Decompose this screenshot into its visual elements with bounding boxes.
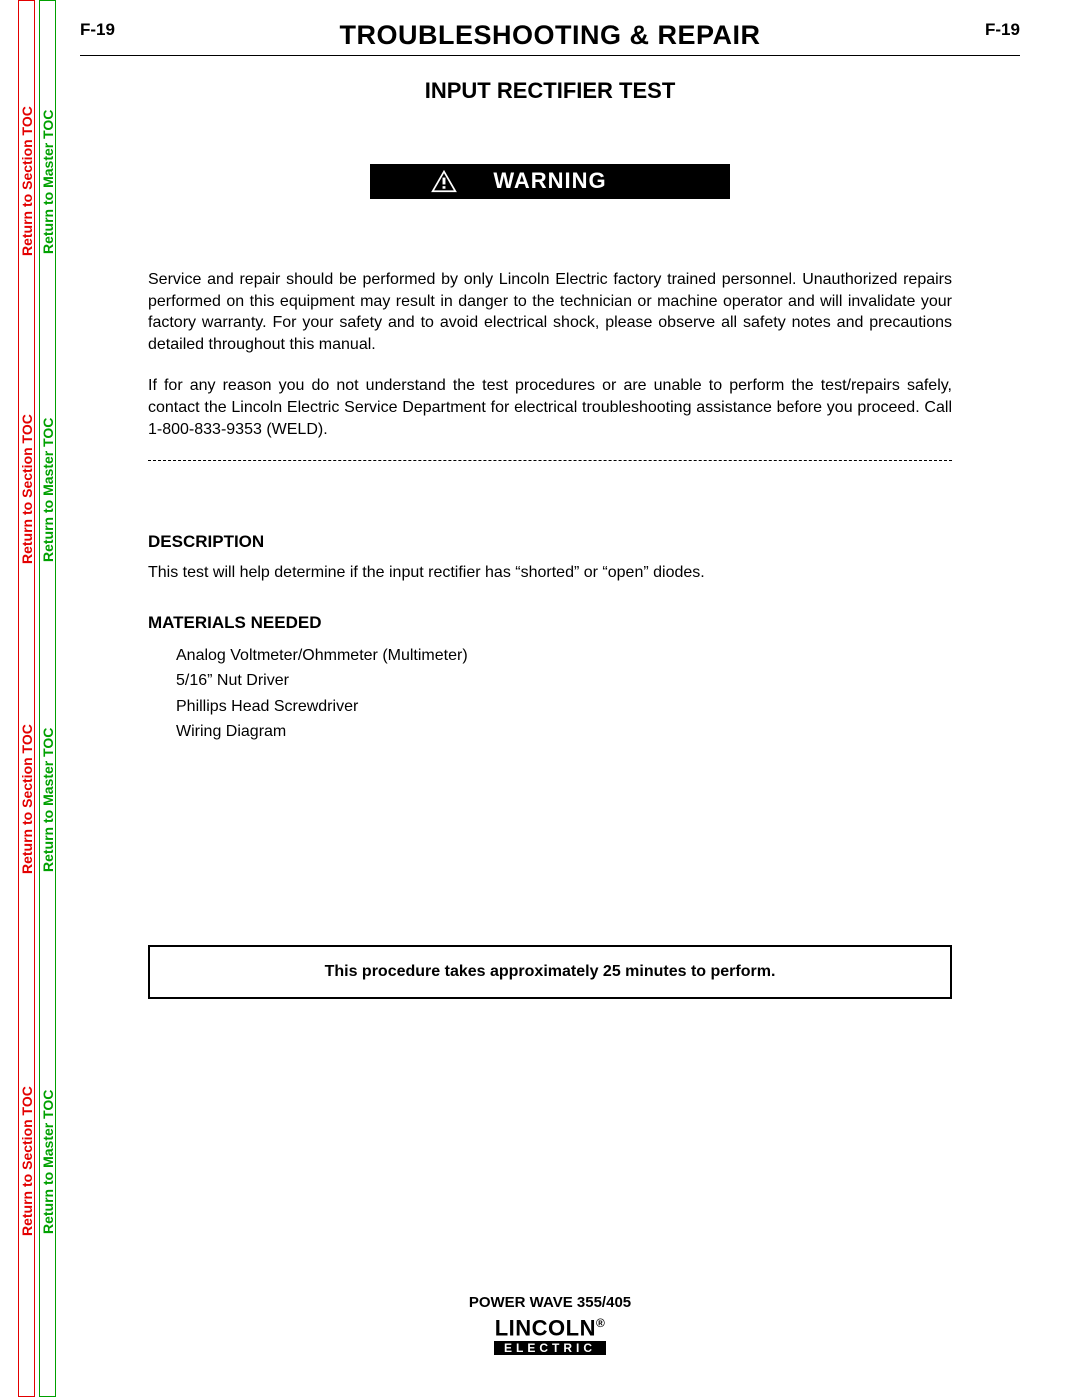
intro-paragraph-1: Service and repair should be performed b… <box>148 269 952 355</box>
return-section-toc-link[interactable]: Return to Section TOC <box>19 63 34 300</box>
logo-brand: LINCOLN <box>495 1315 596 1340</box>
timing-note-text: This procedure takes approximately 25 mi… <box>325 963 776 980</box>
section-toc-column: Return to Section TOC Return to Section T… <box>18 0 35 1397</box>
logo-subtext: ELECTRIC <box>494 1341 606 1355</box>
test-title: INPUT RECTIFIER TEST <box>80 78 1020 104</box>
warning-banner: WARNING <box>370 164 730 199</box>
materials-heading: MATERIALS NEEDED <box>148 612 952 635</box>
return-master-toc-link[interactable]: Return to Master TOC <box>40 371 55 608</box>
materials-list: Analog Voltmeter/Ohmmeter (Multimeter)5/… <box>176 643 952 745</box>
materials-item: Phillips Head Screwdriver <box>176 694 952 720</box>
master-toc-column: Return to Master TOC Return to Master TOC… <box>39 0 56 1397</box>
page-header: F-19 TROUBLESHOOTING & REPAIR F-19 <box>80 20 1020 51</box>
return-section-toc-link[interactable]: Return to Section TOC <box>19 1043 34 1280</box>
section-divider <box>148 460 952 461</box>
page-title: TROUBLESHOOTING & REPAIR <box>339 20 760 51</box>
side-toc-links: Return to Section TOC Return to Section T… <box>18 0 56 1397</box>
body-content: Service and repair should be performed b… <box>148 269 952 999</box>
materials-item: Analog Voltmeter/Ohmmeter (Multimeter) <box>176 643 952 669</box>
intro-paragraph-2: If for any reason you do not understand … <box>148 375 952 440</box>
description-heading: DESCRIPTION <box>148 531 952 554</box>
warning-label: WARNING <box>493 168 606 194</box>
brand-logo: LINCOLN® ELECTRIC <box>494 1317 606 1357</box>
page-code-left: F-19 <box>80 20 115 40</box>
materials-item: Wiring Diagram <box>176 719 952 745</box>
timing-note-box: This procedure takes approximately 25 mi… <box>148 945 952 999</box>
return-section-toc-link[interactable]: Return to Section TOC <box>19 371 34 608</box>
description-text: This test will help determine if the inp… <box>148 562 952 584</box>
page-content: F-19 TROUBLESHOOTING & REPAIR F-19 INPUT… <box>80 20 1020 1367</box>
return-master-toc-link[interactable]: Return to Master TOC <box>40 681 55 918</box>
return-master-toc-link[interactable]: Return to Master TOC <box>40 63 55 300</box>
page-code-right: F-19 <box>985 20 1020 40</box>
header-rule <box>80 55 1020 56</box>
warning-icon <box>430 169 458 193</box>
materials-item: 5/16” Nut Driver <box>176 668 952 694</box>
page-footer: POWER WAVE 355/405 LINCOLN® ELECTRIC <box>80 1294 1020 1357</box>
return-master-toc-link[interactable]: Return to Master TOC <box>40 1043 55 1280</box>
logo-registered: ® <box>596 1316 605 1330</box>
footer-product: POWER WAVE 355/405 <box>80 1294 1020 1311</box>
return-section-toc-link[interactable]: Return to Section TOC <box>19 681 34 918</box>
